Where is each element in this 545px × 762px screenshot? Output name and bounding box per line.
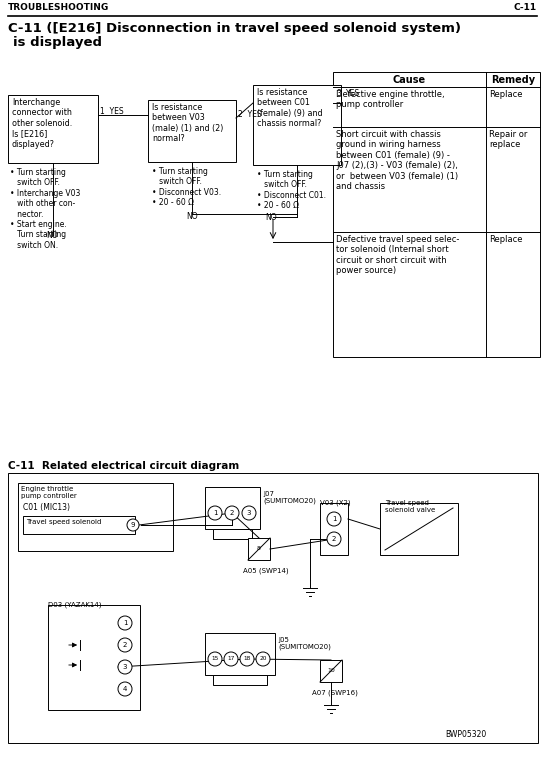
Text: 9: 9 xyxy=(131,522,135,528)
Bar xyxy=(8,473,538,743)
Bar xyxy=(148,100,236,162)
Text: • Turn starting
   switch OFF.
• Interchange V03
   with other con-
   nector.
•: • Turn starting switch OFF. • Interchang… xyxy=(10,168,80,250)
Text: 4: 4 xyxy=(123,686,127,692)
Text: 15: 15 xyxy=(211,657,219,661)
Text: D03 (YAZAK14): D03 (YAZAK14) xyxy=(48,602,101,609)
Text: Travel speed solenoid: Travel speed solenoid xyxy=(26,519,101,525)
Text: Short circuit with chassis
ground in wiring harness
between C01 (female) (9) -
J: Short circuit with chassis ground in wir… xyxy=(336,130,458,191)
Text: NO: NO xyxy=(46,231,58,240)
Text: 3: 3 xyxy=(247,510,251,516)
Bar xyxy=(333,72,540,357)
Text: 2: 2 xyxy=(123,642,127,648)
Circle shape xyxy=(240,652,254,666)
Text: YES: YES xyxy=(346,89,360,98)
Circle shape xyxy=(224,652,238,666)
Bar xyxy=(213,529,252,539)
Bar xyxy=(205,487,260,529)
Circle shape xyxy=(118,616,132,630)
Bar xyxy=(253,85,341,165)
Text: A07 (SWP16): A07 (SWP16) xyxy=(312,690,358,696)
Text: 2: 2 xyxy=(332,536,336,542)
Text: 20: 20 xyxy=(259,657,267,661)
Text: C01 (MIC13): C01 (MIC13) xyxy=(23,503,70,512)
Circle shape xyxy=(208,506,222,520)
Circle shape xyxy=(118,682,132,696)
Bar xyxy=(213,675,267,685)
Text: J07
(SUMITOMO20): J07 (SUMITOMO20) xyxy=(263,491,316,504)
Text: Repair or
replace: Repair or replace xyxy=(489,130,528,149)
Circle shape xyxy=(118,660,132,674)
Text: BWP05320: BWP05320 xyxy=(445,730,486,739)
Text: NO: NO xyxy=(186,212,198,221)
Circle shape xyxy=(256,652,270,666)
Circle shape xyxy=(242,506,256,520)
Text: 1: 1 xyxy=(332,516,336,522)
Text: Defective engine throttle,
pump controller: Defective engine throttle, pump controll… xyxy=(336,90,445,110)
Circle shape xyxy=(127,519,139,531)
Text: Is resistance
between C01
(female) (9) and
chassis normal?: Is resistance between C01 (female) (9) a… xyxy=(257,88,323,128)
Text: Is resistance
between V03
(male) (1) and (2)
normal?: Is resistance between V03 (male) (1) and… xyxy=(152,103,223,143)
Text: 3: 3 xyxy=(123,664,127,670)
Text: 10: 10 xyxy=(327,668,335,674)
Text: • Turn starting
   switch OFF.
• Disconnect V03.
• 20 - 60 Ω: • Turn starting switch OFF. • Disconnect… xyxy=(152,167,221,207)
Text: TROUBLESHOOTING: TROUBLESHOOTING xyxy=(8,3,109,12)
Text: 1  YES: 1 YES xyxy=(100,107,124,116)
Circle shape xyxy=(225,506,239,520)
Bar xyxy=(8,95,98,163)
Text: • Turn starting
   switch OFF.
• Disconnect C01.
• 20 - 60 Ω: • Turn starting switch OFF. • Disconnect… xyxy=(257,170,326,210)
Bar xyxy=(320,660,342,682)
Text: 17: 17 xyxy=(227,657,235,661)
Text: 2  YES: 2 YES xyxy=(238,110,262,119)
Text: Engine throttle
pump controller: Engine throttle pump controller xyxy=(21,486,77,499)
Text: Cause: Cause xyxy=(393,75,426,85)
Text: Defective travel speed selec-
tor solenoid (Internal short
circuit or short circ: Defective travel speed selec- tor soleno… xyxy=(336,235,459,275)
Text: V03 (X2): V03 (X2) xyxy=(320,500,350,507)
Bar xyxy=(320,503,348,555)
Text: 3: 3 xyxy=(336,89,341,98)
Circle shape xyxy=(208,652,222,666)
Text: 18: 18 xyxy=(243,657,251,661)
Text: C-11  Related electrical circuit diagram: C-11 Related electrical circuit diagram xyxy=(8,461,239,471)
Bar xyxy=(205,633,275,675)
Text: Remedy: Remedy xyxy=(491,75,535,85)
Text: 8: 8 xyxy=(257,546,261,552)
Circle shape xyxy=(327,512,341,526)
Text: C-11: C-11 xyxy=(514,3,537,12)
Text: A05 (SWP14): A05 (SWP14) xyxy=(243,568,289,575)
Text: 1: 1 xyxy=(123,620,127,626)
Text: 1: 1 xyxy=(213,510,217,516)
Text: Replace: Replace xyxy=(489,90,523,99)
Text: Interchange
connector with
other solenoid.
Is [E216]
displayed?: Interchange connector with other solenoi… xyxy=(12,98,72,149)
Text: 2: 2 xyxy=(230,510,234,516)
Bar xyxy=(48,605,140,710)
Text: is displayed: is displayed xyxy=(13,36,102,49)
Bar xyxy=(380,503,458,555)
Text: Replace: Replace xyxy=(489,235,523,244)
Circle shape xyxy=(327,532,341,546)
Text: C-11 ([E216] Disconnection in travel speed solenoid system): C-11 ([E216] Disconnection in travel spe… xyxy=(8,22,461,35)
Text: Travel speed
solenoid valve: Travel speed solenoid valve xyxy=(385,500,435,513)
Bar xyxy=(18,483,173,551)
Bar xyxy=(248,538,270,560)
Circle shape xyxy=(118,638,132,652)
Bar xyxy=(23,516,135,534)
Text: J05
(SUMITOMO20): J05 (SUMITOMO20) xyxy=(278,637,331,651)
Text: NO: NO xyxy=(265,213,277,222)
